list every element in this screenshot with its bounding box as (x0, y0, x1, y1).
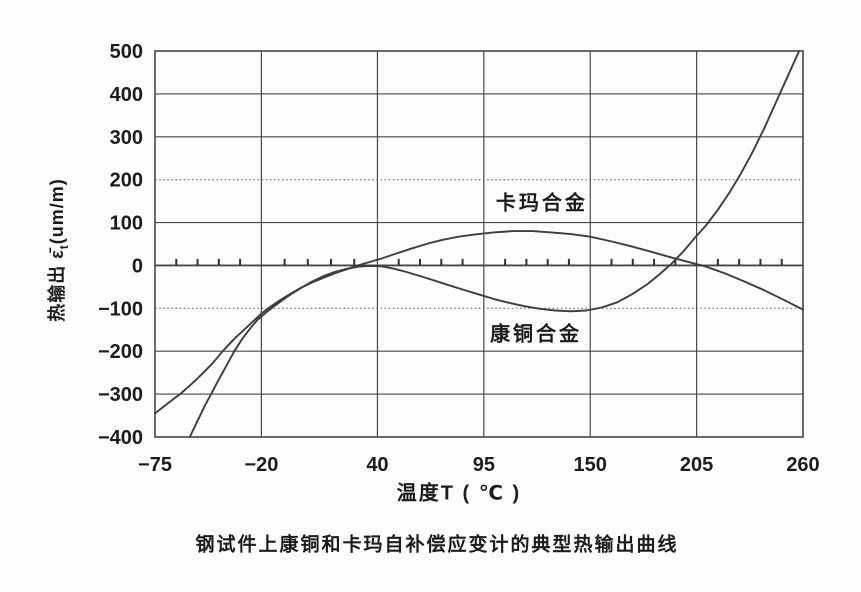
y-tick-label: 400 (110, 84, 143, 106)
y-axis-title-unit: (um/m) (47, 178, 68, 245)
y-tick-label: −400 (98, 427, 143, 449)
x-tick-label: 205 (680, 454, 713, 476)
x-axis-title: 温度T ( ℃ ) (396, 482, 522, 505)
x-tick-label: 40 (366, 454, 388, 476)
y-tick-label: 500 (110, 41, 143, 63)
y-tick-label: 100 (110, 213, 143, 235)
series-label-constantan-alloy: 康铜合金 (490, 323, 583, 346)
x-tick-label: 95 (473, 454, 495, 476)
x-tick-label: −20 (244, 454, 278, 476)
x-tick-label: −75 (138, 454, 172, 476)
y-axis-title-prefix: 热输出 (47, 258, 68, 322)
x-tick-label: 150 (574, 454, 607, 476)
series-label-karma-alloy: 卡玛合金 (495, 192, 588, 215)
y-tick-label: 0 (132, 255, 143, 277)
y-tick-label: 200 (110, 170, 143, 192)
y-tick-label: 300 (110, 127, 143, 149)
series-curve-constantan-alloy (188, 50, 801, 438)
x-tick-label: 260 (786, 454, 819, 476)
y-tick-label: −300 (98, 384, 143, 406)
epsilon-bar-symbol: ε̄ (47, 249, 68, 259)
y-axis-title-subscript: t (56, 244, 71, 250)
chart-caption: 钢试件上康铜和卡玛自补偿应变计的典型热输出曲线 (195, 534, 679, 556)
series-curve-karma-alloy (154, 230, 804, 415)
y-axis-title: 热输出 ε̄t(um/m) (43, 178, 71, 322)
y-tick-label: −100 (98, 298, 143, 320)
plot-border (154, 50, 804, 438)
y-tick-label: −200 (98, 341, 143, 363)
